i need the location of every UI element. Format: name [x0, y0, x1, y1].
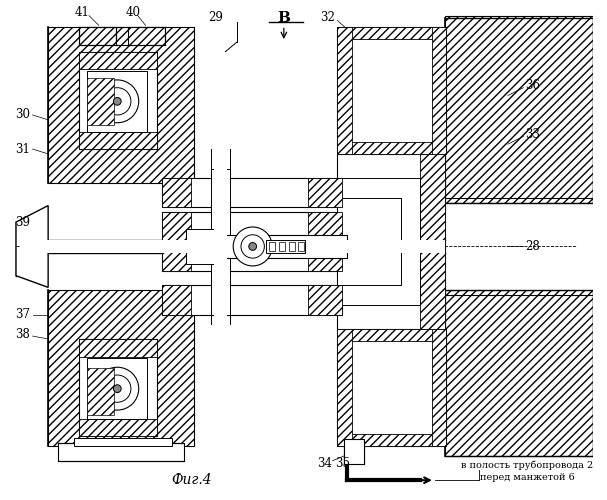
- Bar: [87, 368, 114, 415]
- Bar: [337, 329, 447, 341]
- Bar: [75, 438, 172, 446]
- Text: 40: 40: [126, 6, 140, 19]
- Text: перед манжетой 6: перед манжетой 6: [480, 473, 575, 482]
- Bar: [162, 286, 342, 314]
- Text: В: В: [277, 10, 290, 24]
- Bar: [344, 440, 364, 464]
- Text: 31: 31: [15, 142, 30, 156]
- Bar: [337, 329, 447, 446]
- Bar: [337, 154, 444, 329]
- Text: 41: 41: [75, 6, 90, 19]
- Circle shape: [104, 88, 131, 115]
- Text: 29: 29: [208, 11, 223, 24]
- Bar: [299, 242, 304, 252]
- Text: 28: 28: [525, 240, 540, 253]
- Bar: [420, 154, 444, 329]
- Bar: [162, 178, 191, 208]
- Bar: [337, 178, 420, 305]
- Bar: [432, 329, 447, 446]
- Polygon shape: [16, 206, 48, 288]
- Bar: [162, 178, 342, 208]
- Text: 30: 30: [15, 108, 30, 122]
- Bar: [444, 202, 592, 290]
- Bar: [48, 28, 194, 183]
- Circle shape: [241, 235, 265, 258]
- Bar: [80, 52, 157, 149]
- Bar: [21, 240, 444, 254]
- Bar: [289, 242, 294, 252]
- Bar: [211, 168, 230, 314]
- Circle shape: [104, 375, 131, 402]
- Text: 37: 37: [15, 308, 30, 321]
- Bar: [444, 290, 592, 456]
- Bar: [337, 434, 447, 446]
- Text: 36: 36: [524, 79, 540, 92]
- Bar: [279, 242, 285, 252]
- Circle shape: [96, 367, 139, 410]
- Bar: [308, 286, 342, 314]
- Bar: [270, 242, 275, 252]
- Circle shape: [233, 227, 272, 266]
- Bar: [48, 290, 194, 446]
- Circle shape: [114, 98, 121, 105]
- Text: 33: 33: [524, 128, 540, 141]
- Bar: [337, 28, 352, 154]
- Bar: [87, 358, 148, 419]
- Bar: [80, 339, 157, 356]
- Bar: [80, 52, 157, 69]
- Text: в полость трубопровода 2: в полость трубопровода 2: [461, 461, 594, 470]
- Bar: [80, 28, 117, 45]
- Bar: [308, 178, 342, 208]
- Bar: [337, 28, 447, 39]
- Bar: [337, 28, 447, 154]
- Bar: [444, 16, 592, 202]
- Bar: [80, 419, 157, 436]
- Bar: [87, 78, 114, 124]
- Bar: [186, 229, 215, 264]
- Text: 32: 32: [320, 11, 335, 24]
- Bar: [432, 28, 447, 154]
- Bar: [162, 212, 191, 271]
- Text: 35: 35: [335, 457, 350, 470]
- Text: 39: 39: [15, 216, 30, 228]
- Circle shape: [114, 385, 121, 392]
- Circle shape: [96, 80, 139, 123]
- Bar: [162, 286, 191, 314]
- Text: 34: 34: [317, 457, 332, 470]
- Bar: [162, 212, 342, 271]
- Bar: [266, 240, 305, 254]
- Bar: [87, 71, 148, 132]
- Bar: [128, 28, 165, 45]
- Bar: [186, 235, 347, 258]
- Bar: [308, 212, 342, 271]
- Text: Фиг.4: Фиг.4: [171, 473, 212, 487]
- Bar: [337, 329, 352, 446]
- Circle shape: [249, 242, 257, 250]
- Bar: [80, 132, 157, 149]
- Bar: [337, 142, 447, 154]
- Bar: [80, 339, 157, 436]
- Bar: [214, 159, 228, 324]
- Bar: [337, 198, 401, 286]
- Bar: [58, 443, 185, 460]
- Text: 38: 38: [15, 328, 30, 340]
